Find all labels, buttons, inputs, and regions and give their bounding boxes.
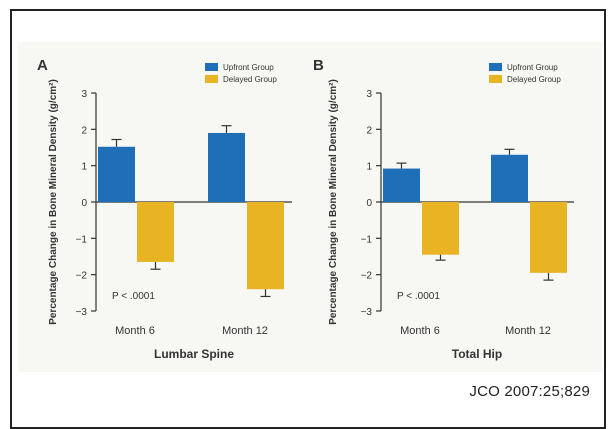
bar-charts: A 3 2 1 0 −1 −2 −3 Percentage Change in Bone Min… <box>37 57 574 361</box>
y-tick-label: 2 <box>81 125 87 136</box>
panel-label: B <box>313 57 324 74</box>
x-axis-label: Lumbar Spine <box>154 347 234 361</box>
y-tick-label: −2 <box>361 271 373 282</box>
y-tick-label: −2 <box>76 271 88 282</box>
bar-upfront <box>208 132 245 202</box>
legend-swatch-upfront <box>205 63 218 71</box>
bar-delayed <box>137 202 174 262</box>
x-tick-label: Month 6 <box>115 325 155 337</box>
bar-upfront <box>491 154 528 202</box>
y-tick-label: 3 <box>366 89 372 100</box>
x-tick-label: Month 12 <box>505 325 551 337</box>
y-axis-label: Percentage Change in Bone Mineral Densit… <box>48 79 59 325</box>
legend-label: Upfront Group <box>507 63 558 72</box>
p-value-annotation: P < .0001 <box>112 291 155 302</box>
legend-label: Delayed Group <box>507 75 561 84</box>
bar-upfront <box>98 146 135 202</box>
y-tick-label: −1 <box>361 234 373 245</box>
bar-delayed <box>422 202 459 255</box>
y-tick-label: 0 <box>366 198 372 209</box>
citation: JCO 2007:25;829 <box>469 383 590 400</box>
y-tick-label: 0 <box>81 198 87 209</box>
y-tick-label: 1 <box>81 162 87 173</box>
y-tick-label: −1 <box>76 234 88 245</box>
bar-delayed <box>247 202 284 290</box>
bar-delayed <box>530 202 567 273</box>
legend-swatch-delayed <box>489 75 502 83</box>
y-tick-label: −3 <box>76 307 88 318</box>
panel-label: A <box>37 57 48 74</box>
y-tick-label: 1 <box>366 162 372 173</box>
legend-swatch-upfront <box>489 63 502 71</box>
legend-label: Upfront Group <box>223 63 274 72</box>
x-tick-label: Month 6 <box>400 325 440 337</box>
x-axis-label: Total Hip <box>452 347 502 361</box>
y-tick-label: 2 <box>366 125 372 136</box>
legend-swatch-delayed <box>205 75 218 83</box>
slide: A 3 2 1 0 −1 −2 −3 Percentage Change in Bone Min… <box>10 9 606 429</box>
legend-label: Delayed Group <box>223 75 277 84</box>
x-tick-label: Month 12 <box>222 325 268 337</box>
p-value-annotation: P < .0001 <box>397 291 440 302</box>
y-axis-label: Percentage Change in Bone Mineral Densit… <box>328 79 339 325</box>
y-tick-label: −3 <box>361 307 373 318</box>
y-tick-label: 3 <box>81 89 87 100</box>
bar-upfront <box>383 168 420 202</box>
figure-panel <box>18 42 602 372</box>
